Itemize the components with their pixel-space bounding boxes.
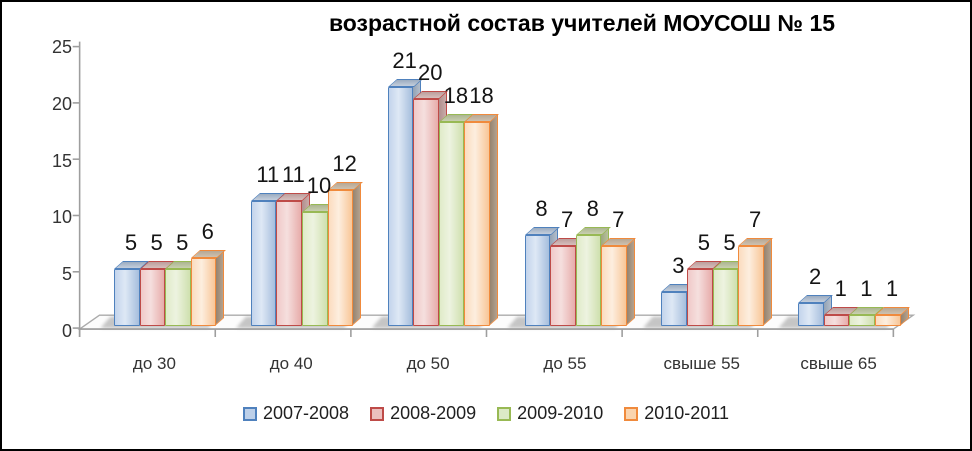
- data-label: 11: [256, 162, 280, 188]
- y-tick-label: 25: [51, 37, 72, 57]
- bar-front-face: [661, 291, 687, 326]
- bar-front-face: [712, 269, 739, 326]
- legend-item-2009-2010: 2009-2010: [497, 403, 603, 424]
- data-label: 21: [392, 48, 417, 74]
- x-category-label: свыше 55: [663, 354, 740, 373]
- data-label: 5: [150, 230, 163, 256]
- y-tick-label: 20: [51, 93, 72, 114]
- bar-front-face: [165, 269, 191, 326]
- bar-front-face: [849, 314, 875, 326]
- bar-side-face: [489, 113, 499, 326]
- data-label: 6: [201, 218, 214, 244]
- x-category-label: до 55: [543, 354, 587, 373]
- y-tick-label: 5: [61, 264, 72, 285]
- y-tick-label: 0: [61, 321, 72, 341]
- legend-item-2008-2009: 2008-2009: [370, 403, 476, 424]
- bar-front-face: [464, 121, 491, 326]
- data-label: 20: [418, 59, 443, 85]
- data-label: 18: [469, 82, 494, 108]
- bar-front-face: [550, 246, 576, 326]
- data-label: 10: [306, 173, 332, 199]
- bar-front-face: [250, 201, 277, 326]
- data-label: 5: [697, 230, 711, 256]
- bar-front-face: [524, 235, 551, 326]
- bar-side-face: [352, 181, 362, 326]
- bar-front-face: [114, 269, 140, 326]
- bar-side-face: [215, 249, 225, 326]
- data-label: 5: [176, 230, 189, 256]
- bar-side-face: [625, 238, 635, 326]
- bar-front-face: [738, 246, 764, 326]
- legend-label: 2009-2010: [517, 403, 604, 423]
- bar-front-face: [686, 269, 713, 326]
- data-label: 2: [809, 264, 822, 290]
- legend-label: 2007-2008: [262, 403, 350, 423]
- data-label: 12: [332, 150, 357, 176]
- legend-item-2007-2008: 2007-2008: [242, 403, 350, 424]
- bar-front-face: [276, 201, 303, 326]
- x-category-label: свыше 65: [800, 354, 877, 373]
- bar-front-face: [823, 314, 850, 326]
- bar-front-face: [798, 303, 824, 326]
- legend-marker-icon: [497, 406, 512, 421]
- data-label: 3: [672, 252, 685, 278]
- data-label: 8: [535, 196, 548, 222]
- x-category-label: до 40: [269, 354, 313, 373]
- legend-marker-icon: [370, 406, 385, 421]
- data-label: 1: [860, 275, 873, 301]
- x-category-label: до 50: [406, 354, 450, 373]
- data-label: 7: [749, 207, 762, 233]
- data-label: 7: [560, 207, 574, 233]
- bar-front-face: [190, 257, 217, 326]
- legend-marker-icon: [242, 406, 257, 421]
- bar-front-face: [327, 189, 354, 326]
- data-label: 7: [612, 207, 625, 233]
- bar-front-face: [139, 269, 166, 326]
- y-tick-label: 10: [51, 207, 72, 228]
- bar-front-face: [575, 235, 602, 326]
- legend-marker-icon: [624, 406, 639, 421]
- data-label: 1: [834, 275, 847, 301]
- x-category-label: до 30: [132, 354, 176, 373]
- data-label: 1: [885, 275, 899, 301]
- bar-front-face: [413, 98, 439, 326]
- legend-label: 2010-2011: [644, 403, 730, 423]
- data-label: 8: [586, 196, 599, 222]
- legend-label: 2008-2009: [390, 403, 477, 423]
- data-label: 5: [124, 230, 138, 256]
- chart-legend: 2007-2008 2008-2009 2009-2010 2010-2011: [2, 403, 970, 424]
- y-tick-label: 15: [51, 150, 72, 171]
- data-label: 18: [443, 82, 469, 108]
- chart-title: возрастной состав учителей МОУСОШ № 15: [328, 10, 836, 36]
- legend-item-2010-2011: 2010-2011: [624, 403, 729, 424]
- bar-front-face: [387, 87, 414, 326]
- bar-front-face: [874, 314, 901, 326]
- bar-front-face: [302, 212, 328, 326]
- bar-front-face: [438, 121, 465, 326]
- bar-side-face: [762, 238, 772, 326]
- data-label: 11: [282, 162, 305, 188]
- data-label: 5: [723, 230, 736, 256]
- bar-front-face: [601, 246, 627, 326]
